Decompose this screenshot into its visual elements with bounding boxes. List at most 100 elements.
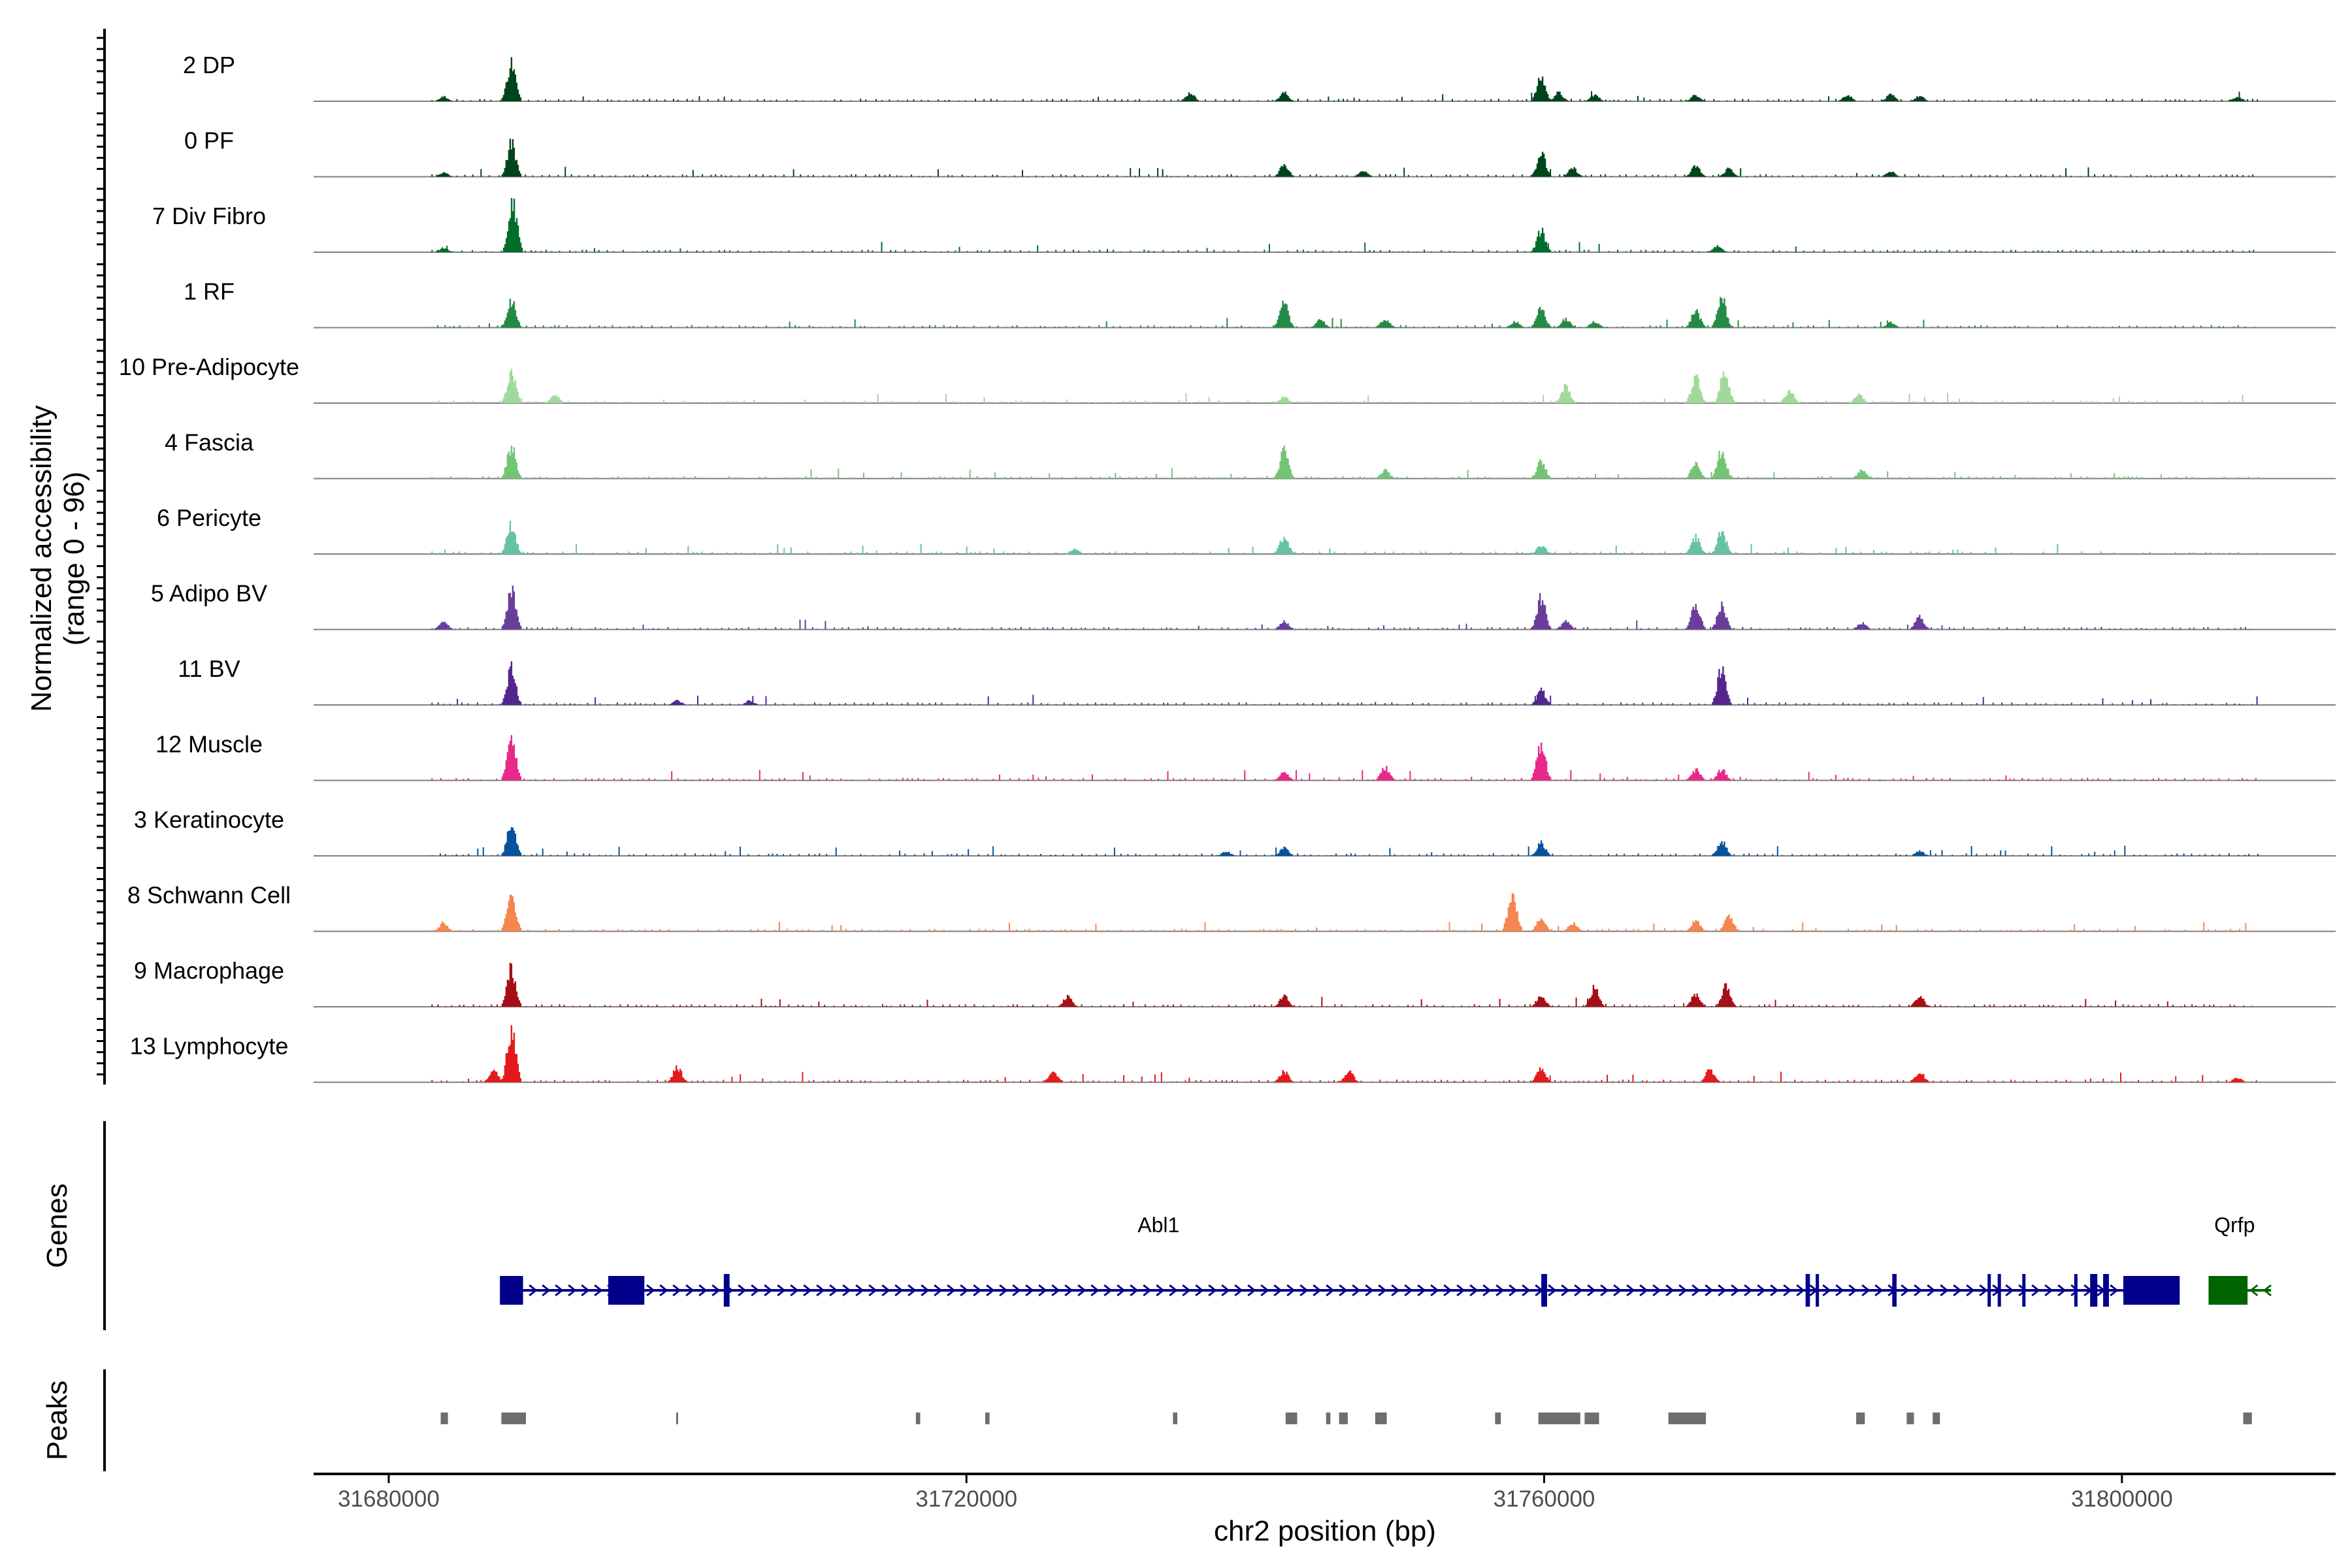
peak-region bbox=[501, 1413, 526, 1424]
gene-label: Abl1 bbox=[1137, 1213, 1179, 1237]
coverage-peak bbox=[1712, 769, 1732, 781]
x-tick-label: 31800000 bbox=[2071, 1486, 2173, 1512]
track-label: 4 Fascia bbox=[165, 429, 254, 456]
coverage-peak bbox=[484, 1070, 504, 1083]
peak-region bbox=[1538, 1413, 1580, 1424]
track-5-adipo-bv: 5 Adipo BV bbox=[151, 580, 2336, 630]
track-background-signal bbox=[431, 91, 2258, 101]
coverage-peak bbox=[1910, 1073, 1930, 1083]
coverage-peak bbox=[501, 521, 522, 554]
gene-exon bbox=[1805, 1274, 1810, 1307]
coverage-peak bbox=[1686, 461, 1706, 479]
coverage-peak bbox=[1275, 397, 1293, 403]
y-axis-label-line2: (range 0 - 96) bbox=[58, 472, 90, 646]
coverage-peak bbox=[1556, 619, 1576, 630]
gene-label: Qrfp bbox=[2214, 1213, 2255, 1237]
coverage-peak bbox=[501, 446, 522, 479]
x-tick-label: 31720000 bbox=[915, 1486, 1017, 1512]
coverage-peak bbox=[1531, 840, 1552, 856]
gene-qrfp: Qrfp bbox=[2208, 1213, 2272, 1305]
track-label: 2 DP bbox=[183, 52, 235, 78]
peak-region bbox=[1856, 1413, 1865, 1424]
coverage-peak bbox=[1716, 983, 1737, 1007]
coverage-peak bbox=[501, 368, 522, 403]
track-background-signal bbox=[431, 770, 2257, 781]
peak-region bbox=[1495, 1413, 1501, 1424]
track-label: 1 RF bbox=[184, 278, 235, 305]
x-axis-title: chr2 position (bp) bbox=[1214, 1515, 1436, 1547]
coverage-peak bbox=[1274, 846, 1293, 856]
track-11-bv: 11 BV bbox=[178, 655, 2336, 706]
gene-exon bbox=[1541, 1274, 1547, 1307]
coverage-peak bbox=[1719, 914, 1739, 932]
coverage-peak bbox=[1531, 1067, 1552, 1083]
coverage-peak bbox=[1355, 171, 1373, 177]
coverage-peak bbox=[1852, 469, 1871, 479]
track-background-signal bbox=[431, 996, 2253, 1007]
coverage-peak bbox=[501, 962, 522, 1007]
gene-exon bbox=[608, 1276, 645, 1305]
coverage-peak bbox=[1531, 687, 1552, 705]
coverage-peak bbox=[1531, 918, 1552, 932]
coverage-peak bbox=[2229, 97, 2246, 101]
coverage-peak bbox=[1712, 666, 1732, 705]
track-9-macrophage: 9 Macrophage bbox=[134, 957, 2336, 1007]
track-background-signal bbox=[431, 845, 2259, 856]
track-10-pre-adipocyte: 10 Pre-Adipocyte bbox=[119, 353, 2336, 404]
coverage-peak bbox=[1180, 92, 1200, 101]
coverage-peak bbox=[1531, 76, 1552, 101]
track-6-pericyte: 6 Pericyte bbox=[157, 504, 2336, 555]
coverage-peak bbox=[1507, 321, 1524, 328]
coverage-peak bbox=[1531, 546, 1552, 554]
coverage-peak bbox=[1556, 318, 1576, 328]
coverage-peak bbox=[1853, 622, 1871, 630]
coverage-peak bbox=[1563, 167, 1583, 177]
coverage-peak bbox=[1686, 993, 1706, 1007]
coverage-peak bbox=[501, 661, 522, 705]
coverage-peak bbox=[501, 585, 522, 630]
track-4-fascia: 4 Fascia bbox=[165, 429, 2336, 480]
coverage-peak bbox=[1502, 893, 1523, 932]
track-8-schwann-cell: 8 Schwann Cell bbox=[127, 882, 2336, 932]
peak-region bbox=[1285, 1413, 1298, 1424]
track-label: 8 Schwann Cell bbox=[127, 882, 291, 909]
genes-track: Abl1 Qrfp bbox=[500, 1213, 2272, 1307]
coverage-peak bbox=[436, 95, 453, 101]
track-background-signal bbox=[431, 694, 2258, 705]
track-13-lymphocyte: 13 Lymphocyte bbox=[130, 1025, 2336, 1083]
coverage-peak bbox=[1712, 451, 1732, 479]
track-label: 6 Pericyte bbox=[157, 504, 261, 531]
gene-exon bbox=[2103, 1274, 2109, 1307]
gene-exon bbox=[1997, 1274, 2001, 1307]
track-background-signal bbox=[431, 318, 2256, 328]
coverage-peak bbox=[1838, 95, 1856, 101]
peaks-track bbox=[440, 1413, 2252, 1424]
coverage-peak bbox=[1584, 321, 1605, 328]
coverage-peak bbox=[436, 172, 453, 177]
coverage-peak bbox=[433, 621, 454, 630]
coverage-peak bbox=[1375, 468, 1396, 479]
coverage-peak bbox=[1556, 384, 1576, 403]
coverage-peak bbox=[501, 139, 522, 177]
coverage-peak bbox=[1712, 841, 1732, 856]
coverage-peak bbox=[1708, 245, 1726, 252]
coverage-peak bbox=[1275, 620, 1294, 630]
coverage-peak bbox=[1274, 994, 1294, 1007]
coverage-peak bbox=[1218, 851, 1235, 856]
coverage-peak bbox=[545, 395, 564, 403]
coverage-peak bbox=[1880, 93, 1900, 101]
coverage-peak bbox=[1274, 1070, 1294, 1083]
coverage-peak bbox=[1531, 152, 1552, 177]
track-background-signal bbox=[431, 167, 2254, 177]
coverage-peak bbox=[1912, 850, 1929, 856]
coverage-peak bbox=[1531, 227, 1552, 252]
peaks-panel-title: Peaks bbox=[41, 1380, 73, 1460]
coverage-peak bbox=[1564, 922, 1582, 932]
coverage-peak bbox=[1910, 614, 1930, 630]
x-axis-ticks: 31680000 31720000 31760000 31800000 bbox=[338, 1474, 2173, 1512]
coverage-peak bbox=[1719, 167, 1739, 177]
track-label: 10 Pre-Adipocyte bbox=[119, 353, 299, 380]
coverage-peak bbox=[1339, 1070, 1360, 1083]
track-2-dp: 2 DP bbox=[183, 52, 2336, 102]
